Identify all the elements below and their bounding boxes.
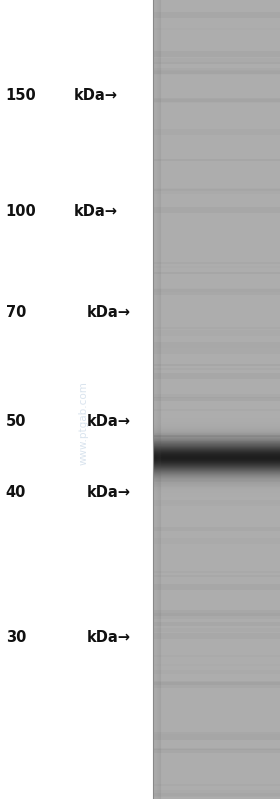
Text: 70: 70 <box>6 305 26 320</box>
Text: kDa→: kDa→ <box>87 630 131 645</box>
Text: 50: 50 <box>6 415 26 429</box>
Text: 30: 30 <box>6 630 26 645</box>
Text: kDa→: kDa→ <box>87 415 131 429</box>
Text: kDa→: kDa→ <box>74 205 118 219</box>
Text: kDa→: kDa→ <box>74 88 118 102</box>
Text: kDa→: kDa→ <box>87 305 131 320</box>
Text: 40: 40 <box>6 486 26 500</box>
Text: 100: 100 <box>6 205 36 219</box>
Text: kDa→: kDa→ <box>87 486 131 500</box>
Text: 150: 150 <box>6 88 36 102</box>
Text: www.ptgab.com: www.ptgab.com <box>79 382 89 465</box>
